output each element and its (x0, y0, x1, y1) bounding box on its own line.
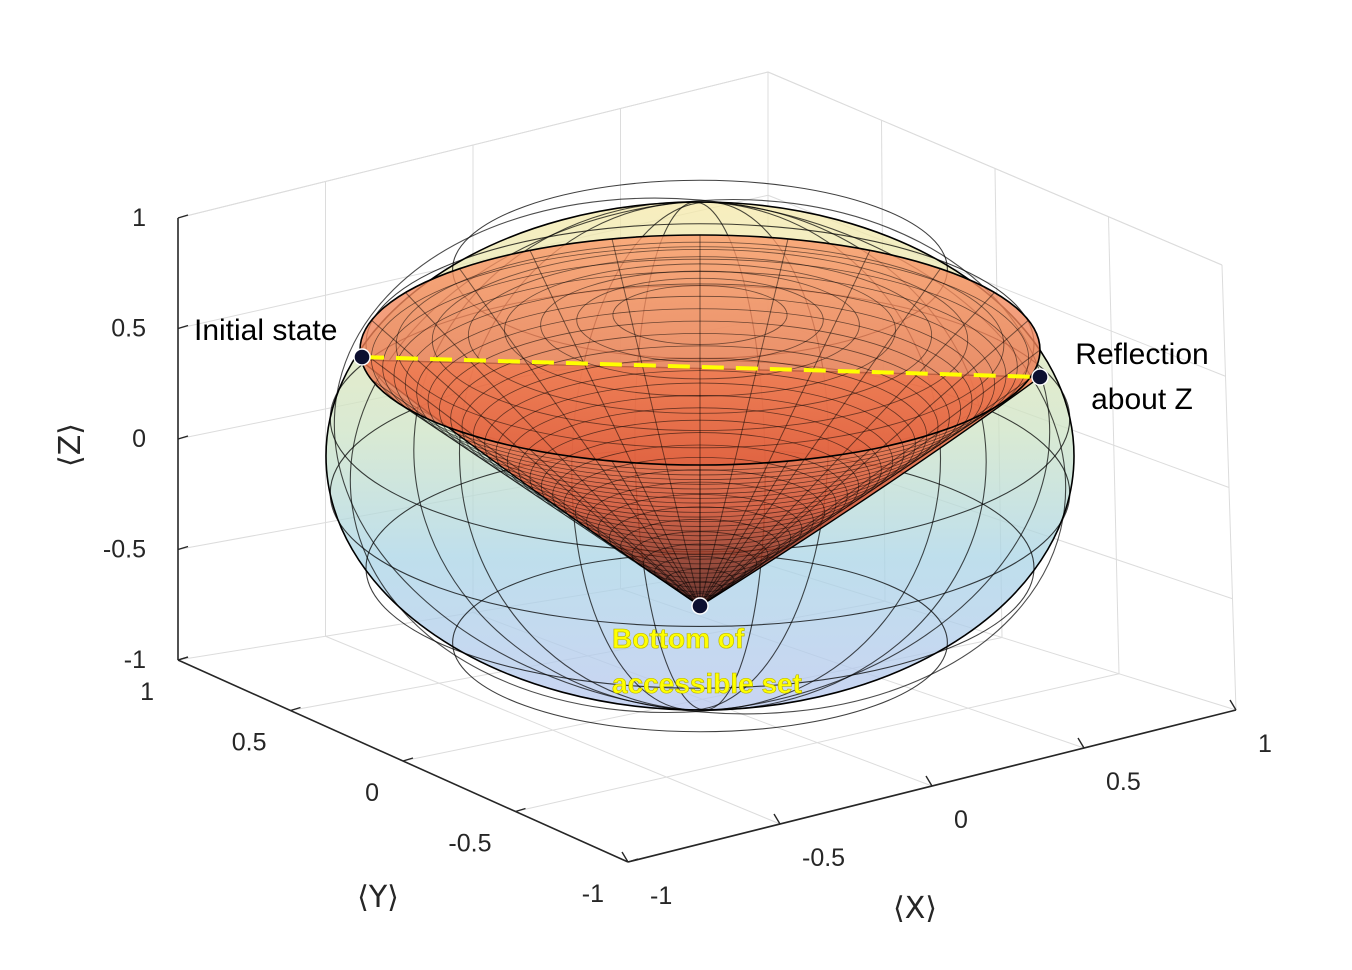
annotations: Initial state Reflection about Z Bottom … (194, 314, 1209, 699)
cone-generator-line (359, 349, 701, 607)
axis-ticks: -1 -0.5 0 0.5 1 1 0.5 0 -0.5 -1 -1 -0.5 0 0.5 1 (103, 204, 1272, 910)
cone-generator-line (529, 449, 701, 607)
cone-generator-line (611, 238, 701, 607)
cone-generator-line (405, 292, 701, 607)
box-right-edge (1221, 264, 1237, 711)
cap-ring (612, 285, 788, 345)
annotation-bottom-line-2: accessible set (612, 668, 802, 699)
annotation-initial-state: Initial state (194, 314, 337, 347)
cone-generator-line (529, 250, 701, 607)
box-top-edge (767, 71, 1223, 266)
y-tick-mark (515, 807, 526, 813)
axis-labels: ⟨Z⟩ ⟨Y⟩ ⟨X⟩ (53, 423, 937, 926)
x-tick-mark (621, 851, 629, 863)
point-initial (353, 348, 371, 366)
point-reflection (1031, 368, 1049, 386)
z-tick-label: 0 (132, 425, 146, 453)
annotation-reflection-line-2: about Z (1091, 383, 1193, 416)
grid-line-x-wall (1108, 216, 1120, 674)
cap-ring (467, 256, 933, 414)
cone-generator-line (699, 460, 789, 607)
annotation-bottom-line-1: Bottom of (612, 623, 745, 654)
point-bottom (691, 597, 709, 615)
cone-generator-line (405, 407, 701, 607)
y-tick-mark (627, 858, 639, 863)
box-top-edge (177, 71, 769, 219)
x-tick-label: 0 (954, 806, 968, 834)
cap-ring (431, 248, 969, 432)
x-tick-mark (1229, 699, 1237, 711)
cap-ring (504, 263, 896, 397)
cone-generator-line (459, 430, 701, 607)
cone-generator-line (371, 379, 701, 607)
x-tick-label: 1 (1258, 730, 1272, 758)
accessible-set-mesh (359, 235, 1041, 607)
grid-line-floor (515, 673, 1120, 812)
x-axis-label: ⟨X⟩ (893, 891, 937, 926)
y-tick-label: -0.5 (448, 830, 491, 858)
cone-generator-line (699, 349, 1041, 607)
z-tick-mark (177, 435, 189, 440)
z-tick-label: -0.5 (103, 536, 146, 564)
y-tick-label: 1 (140, 678, 154, 706)
sphere-longitude-line (333, 197, 1067, 715)
cone-generator-line (699, 250, 871, 607)
y-tick-label: 0.5 (232, 729, 267, 757)
cone-generator-line (371, 319, 701, 607)
x-tick-label: -0.5 (802, 844, 845, 872)
z-axis-label: ⟨Z⟩ (53, 423, 88, 467)
cone-generator-line (699, 268, 941, 607)
z-tick-label: 0.5 (111, 315, 146, 343)
cone-generator-line (699, 292, 995, 607)
cone-generator-line (699, 430, 941, 607)
y-tick-label: 0 (365, 779, 379, 807)
reflection-path-dashed (361, 355, 1041, 379)
y-tick-label: -1 (582, 880, 604, 908)
x-tick-label: -1 (650, 882, 672, 910)
z-tick-mark (177, 545, 189, 551)
cone-generator-line (611, 460, 701, 607)
x-tick-mark (773, 813, 781, 825)
z-tick-label: 1 (132, 204, 146, 232)
cap-ring (540, 270, 860, 380)
cone-generator-line (699, 238, 789, 607)
annotation-reflection-line-1: Reflection (1075, 338, 1208, 371)
cap-ring (576, 277, 824, 363)
z-tick-label: -1 (124, 646, 146, 674)
x-tick-label: 0.5 (1106, 768, 1141, 796)
accessible-set-surface (357, 234, 1043, 607)
z-tick-mark (177, 214, 189, 219)
z-tick-mark (177, 324, 189, 330)
y-tick-mark (290, 706, 301, 712)
marked-points (353, 348, 1049, 615)
y-tick-mark (177, 656, 189, 661)
y-tick-mark (402, 757, 414, 762)
x-tick-mark (1077, 737, 1085, 749)
cone-generator-line (699, 449, 871, 607)
x-tick-mark (925, 775, 933, 787)
y-axis-label: ⟨Y⟩ (357, 880, 399, 915)
cone-generator-line (699, 407, 995, 607)
cone-generator-line (699, 379, 1029, 607)
cone-generator-line (459, 268, 701, 607)
cap-ring (395, 241, 1005, 449)
cone-generator-line (699, 319, 1029, 607)
